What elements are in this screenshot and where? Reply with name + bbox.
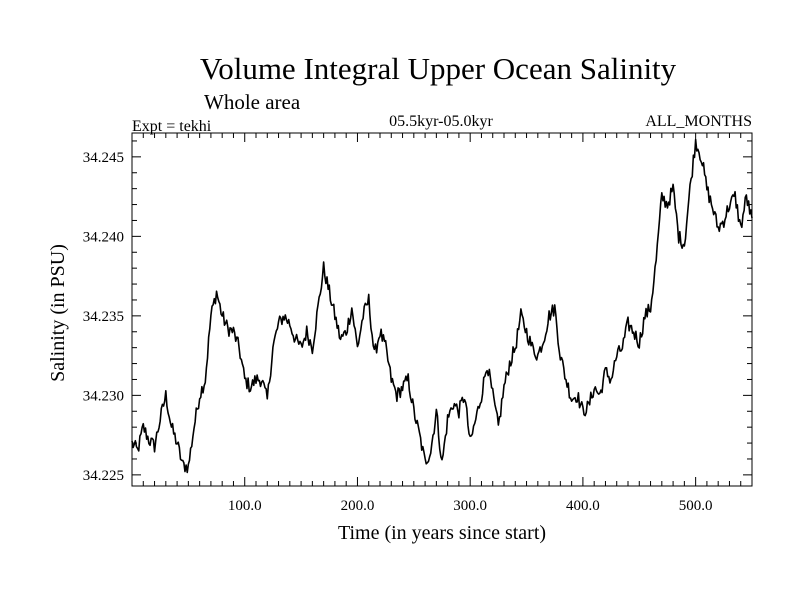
period-label: 05.5kyr-05.0kyr [389, 113, 493, 130]
y-tick-label: 34.235 [83, 309, 124, 325]
x-tick-label: 200.0 [341, 498, 375, 514]
x-axis-label: Time (in years since start) [338, 522, 546, 544]
x-axis-tick-labels: 100.0 200.0 300.0 400.0 500.0 [228, 498, 713, 514]
salinity-series-line [131, 138, 753, 474]
x-tick-label: 100.0 [228, 498, 262, 514]
y-axis-label: Salinity (in PSU) [47, 244, 69, 382]
chart-subtitle: Whole area [204, 90, 301, 114]
y-axis-ticks [132, 140, 752, 476]
x-tick-label: 400.0 [566, 498, 600, 514]
plot-frame [131, 132, 753, 487]
months-label: ALL_MONTHS [645, 113, 752, 130]
experiment-label: Expt = tekhi [132, 118, 212, 135]
y-tick-label: 34.240 [83, 229, 124, 245]
y-tick-label: 34.225 [83, 468, 124, 484]
x-axis-ticks [142, 133, 742, 486]
x-tick-label: 500.0 [679, 498, 713, 514]
y-tick-label: 34.230 [83, 388, 124, 404]
x-tick-label: 300.0 [453, 498, 487, 514]
chart-title: Volume Integral Upper Ocean Salinity [200, 51, 677, 86]
y-axis-tick-labels: 34.225 34.230 34.235 34.240 34.245 [83, 150, 124, 484]
y-tick-label: 34.245 [83, 150, 124, 166]
